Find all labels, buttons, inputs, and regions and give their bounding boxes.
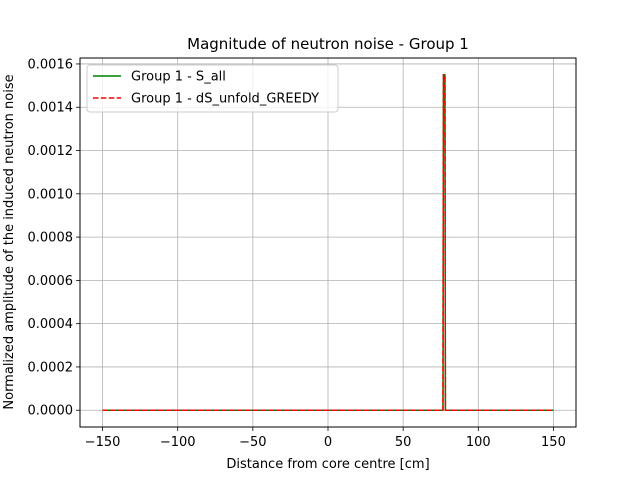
y-tick-label: 0.0002	[28, 360, 74, 375]
legend-box	[86, 64, 339, 113]
y-tick-label: 0.0016	[28, 57, 74, 72]
x-axis: −150 −100 −50 0 50 100 150	[85, 427, 566, 450]
x-axis-label: Distance from core centre [cm]	[226, 457, 429, 472]
legend-label-2: Group 1 - dS_unfold_GREEDY	[131, 92, 319, 107]
y-tick-label: 0.0012	[28, 144, 74, 159]
y-axis: 0.0000 0.0002 0.0004 0.0006 0.0008 0.0010 0.00…	[28, 57, 80, 419]
y-axis-label: Normalized amplitude of the induced neut…	[2, 74, 17, 409]
x-tick-label: 0	[324, 435, 332, 450]
x-tick-label: −100	[160, 435, 196, 450]
y-tick-label: 0.0004	[28, 317, 74, 332]
y-tick-label: 0.0006	[28, 274, 74, 289]
chart-title: Magnitude of neutron noise - Group 1	[187, 35, 469, 53]
y-tick-label: 0.0010	[28, 187, 74, 202]
series-layer	[102, 74, 554, 411]
x-tick-label: 100	[466, 435, 491, 450]
x-tick-label: −150	[85, 435, 121, 450]
x-tick-label: 50	[395, 435, 412, 450]
x-tick-label: 150	[541, 435, 566, 450]
legend: Group 1 - S_all Group 1 - dS_unfold_GREED…	[86, 64, 339, 113]
y-tick-label: 0.0008	[28, 231, 74, 246]
y-tick-label: 0.0014	[28, 101, 74, 116]
legend-label-1: Group 1 - S_all	[131, 70, 226, 85]
series-line-2	[102, 74, 554, 411]
x-tick-label: −50	[239, 435, 266, 450]
y-tick-label: 0.0000	[28, 404, 74, 419]
